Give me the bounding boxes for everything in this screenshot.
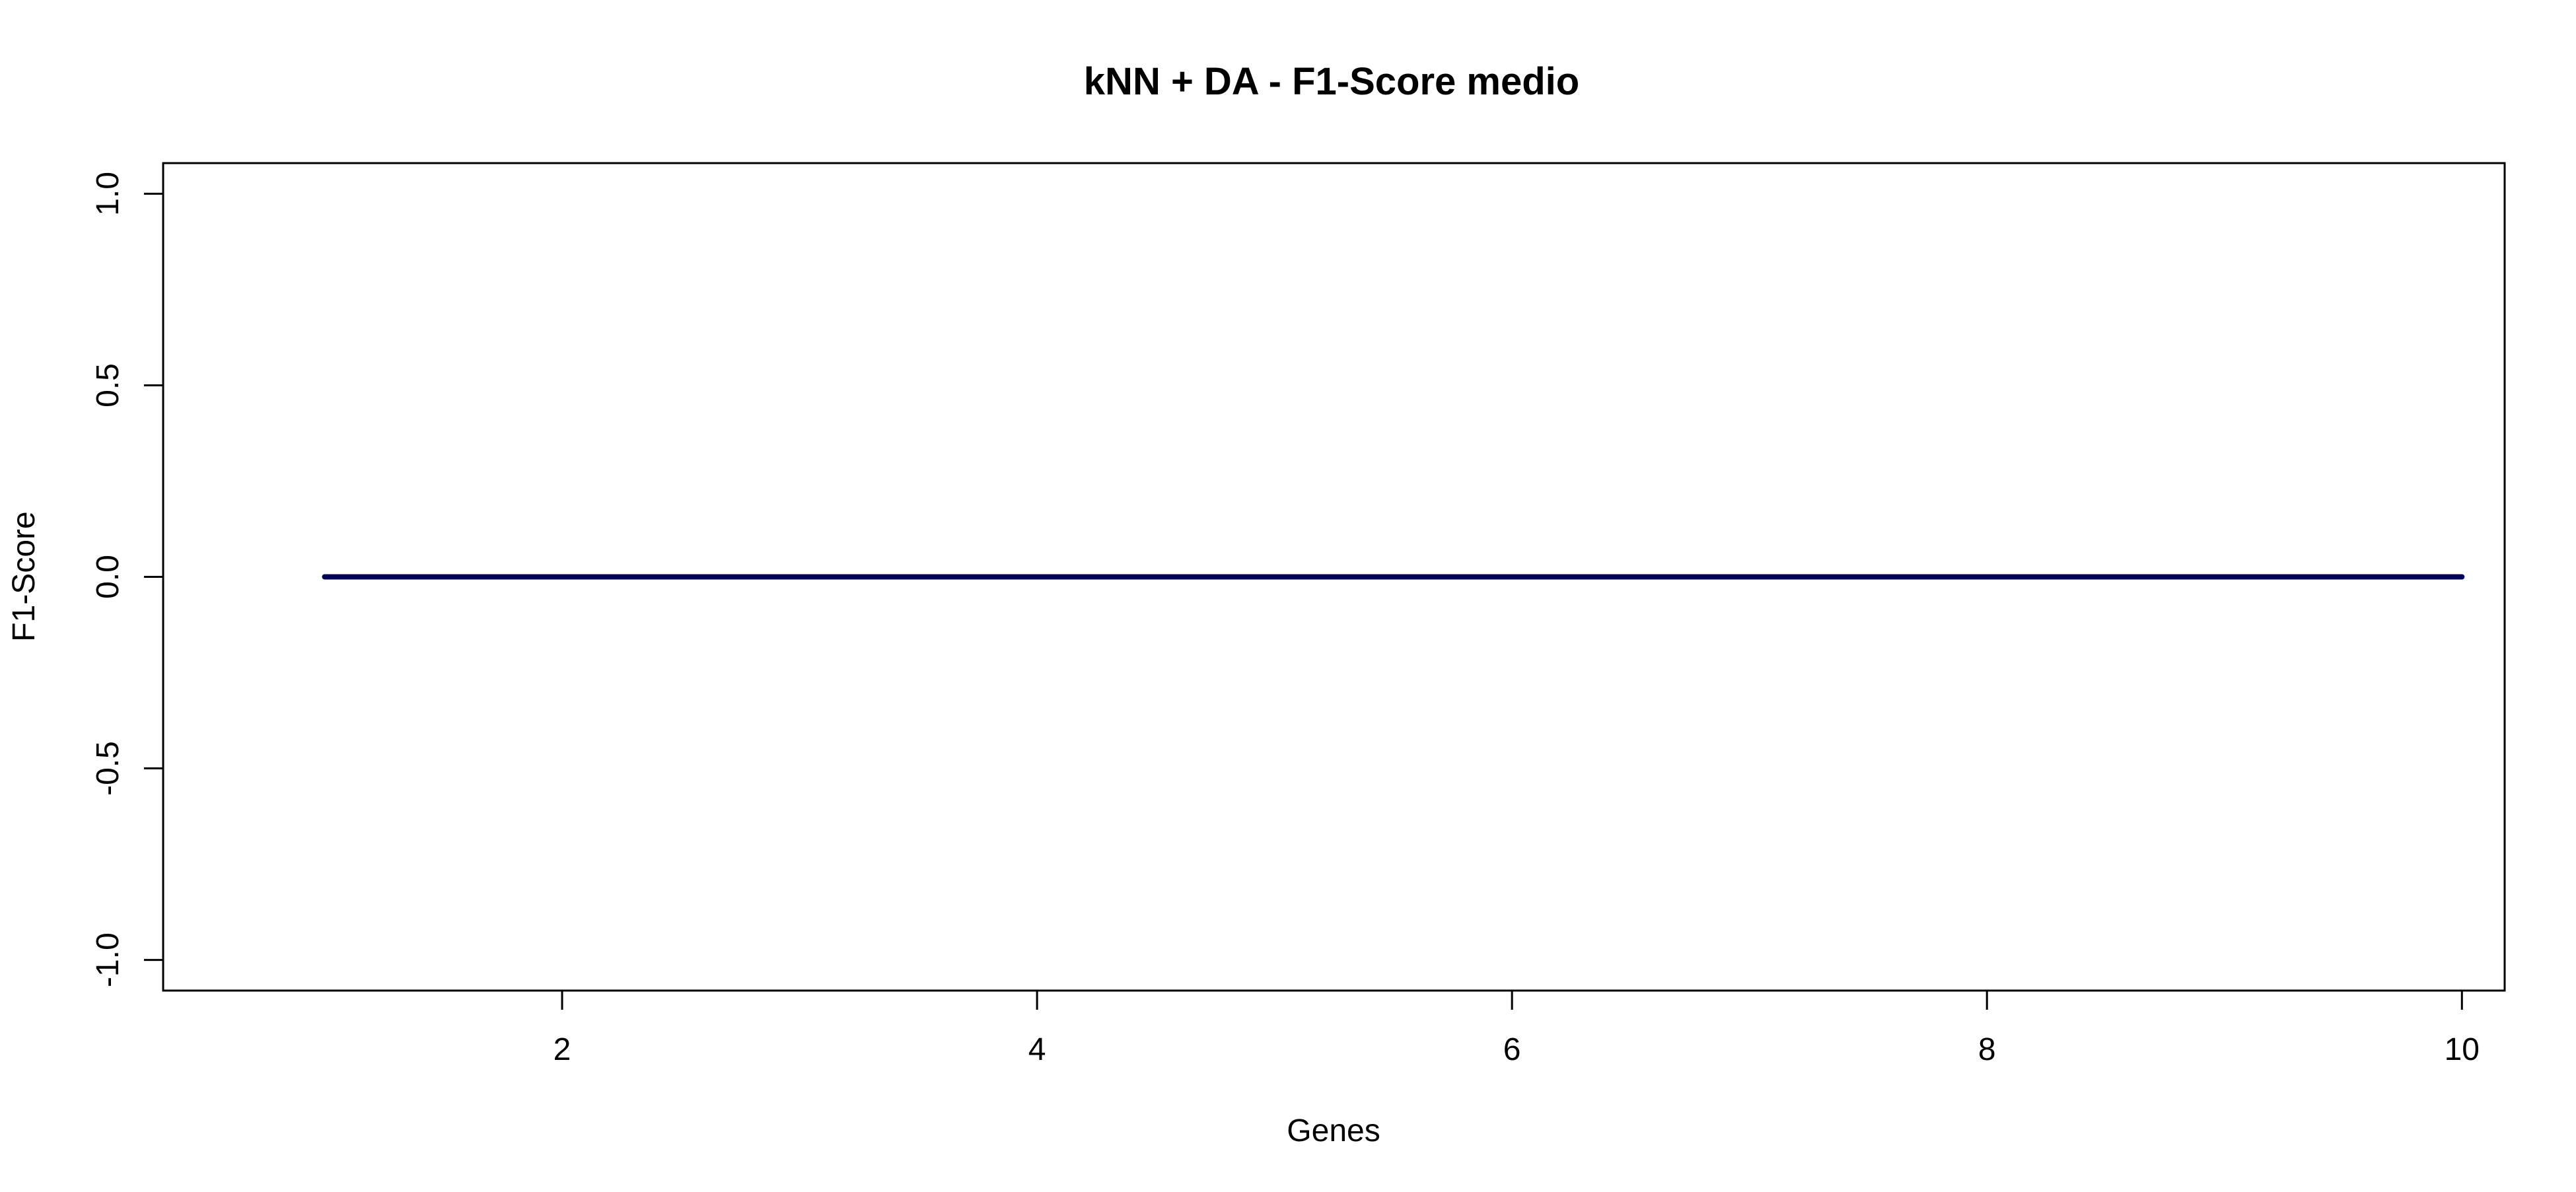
y-axis-label: F1-Score: [7, 511, 42, 641]
y-axis: -1.0 -0.5 0.0 0.5 1.0: [90, 172, 164, 987]
x-tick-label: 6: [1503, 1032, 1521, 1067]
x-tick-label: 8: [1978, 1032, 1996, 1067]
x-axis: 2 4 6 8 10: [554, 989, 2480, 1067]
x-tick-label: 2: [554, 1032, 571, 1067]
x-tick-label: 10: [2445, 1032, 2480, 1067]
y-tick-label: -0.5: [90, 741, 125, 796]
chart-title: kNN + DA - F1-Score medio: [1084, 60, 1579, 103]
y-tick-label: -1.0: [90, 932, 125, 987]
x-tick-label: 4: [1028, 1032, 1046, 1067]
x-axis-label: Genes: [1287, 1113, 1380, 1148]
y-tick-label: 0.0: [90, 555, 125, 599]
y-tick-label: 1.0: [90, 172, 125, 216]
y-tick-label: 0.5: [90, 363, 125, 407]
